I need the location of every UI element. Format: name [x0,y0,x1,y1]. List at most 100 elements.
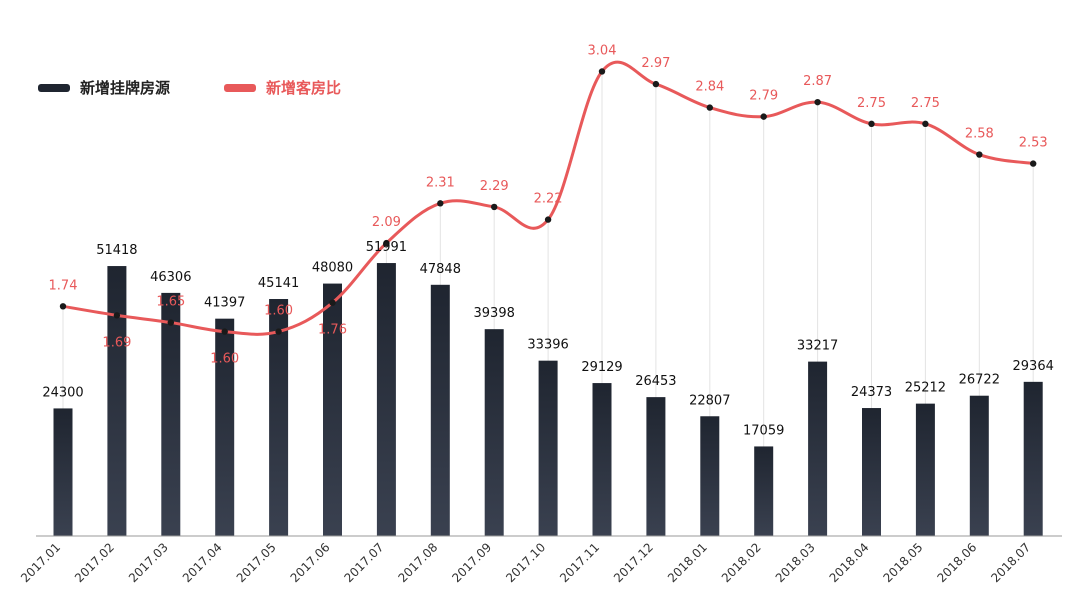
bar-value-label: 26722 [959,373,1000,388]
x-tick-label: 2017.11 [557,540,602,585]
ratio-point-2017.04[interactable] [221,328,228,335]
bar-value-label: 17059 [743,423,784,438]
ratio-point-2017.02[interactable] [113,312,121,319]
bar-2017.05[interactable] [269,299,289,536]
ratio-point-2018.07[interactable] [1030,160,1037,167]
bar-value-label: 41397 [204,296,245,311]
x-tick-label: 2017.06 [288,540,333,585]
bar-2017.06[interactable] [323,283,342,536]
bar-value-label: 24373 [851,385,892,400]
legend-item-listings[interactable]: 新增挂牌房源 [38,77,170,98]
x-tick-label: 2018.01 [665,540,710,585]
ratio-point-2017.05[interactable] [275,328,282,335]
bar-2018.05[interactable] [915,403,935,536]
ratio-point-2018.04[interactable] [868,120,875,128]
ratio-value-label: 2.29 [480,179,509,194]
x-tick-label: 2017.05 [234,540,279,585]
x-axis: 2017.01 2017.02 2017.03 2017.04 2017.05 2017.… [18,535,1062,585]
ratio-value-label: 3.04 [588,43,617,58]
bar-2017.03[interactable] [161,292,181,536]
x-tick-label: 2017.08 [395,540,440,585]
x-tick-label: 2018.02 [719,540,764,585]
bar-value-label: 39398 [474,306,515,321]
ratio-point-2017.03[interactable] [167,319,174,326]
ratio-value-label: 1.60 [210,352,239,367]
bar-value-label: 48080 [312,261,353,276]
ratio-point-2018.05[interactable] [922,120,929,128]
bar-2017.01[interactable] [53,408,73,536]
x-tick-label: 2018.05 [881,540,926,585]
bar-value-label: 29129 [581,360,622,375]
bar-2017.10[interactable] [538,360,558,536]
legend: 新增挂牌房源 新增客房比 [38,77,395,98]
ratio-point-2018.03[interactable] [814,98,821,106]
legend-item-ratio[interactable]: 新增客房比 [224,77,341,98]
bar-value-label: 26453 [635,374,676,389]
x-tick-label: 2018.07 [988,540,1033,585]
bar-2017.09[interactable] [484,329,504,536]
data-labels: 24300 51418 46306 41397 45141 48080 51991 47848… [42,43,1054,438]
bar-2018.03[interactable] [808,361,828,536]
x-tick-label: 2018.06 [934,540,979,585]
bar-series [53,263,1043,536]
ratio-value-label: 2.09 [372,215,401,230]
bar-value-label: 33396 [527,338,568,353]
bar-2018.06[interactable] [969,395,989,536]
bar-2018.02[interactable] [754,446,774,536]
x-tick-label: 2017.01 [18,540,63,585]
bar-2017.04[interactable] [215,318,235,536]
ratio-value-label: 2.87 [803,74,832,89]
x-tick-label: 2017.12 [611,540,656,585]
ratio-point-2017.07[interactable] [383,239,390,247]
bar-value-label: 25212 [905,381,946,396]
ratio-point-2017.06[interactable] [329,299,336,306]
bar-value-label: 47848 [420,262,461,277]
bar-2018.04[interactable] [862,408,881,536]
x-tick-label: 2017.02 [72,540,117,585]
x-tick-label: 2017.09 [449,540,494,585]
ratio-value-label: 2.75 [857,96,886,111]
ratio-line-series [59,60,1037,336]
x-tick-label: 2017.10 [503,540,548,585]
x-tick-label: 2017.03 [126,540,171,585]
bar-2017.07[interactable] [376,263,396,536]
bar-value-label: 51418 [96,243,137,258]
ratio-point-2018.06[interactable] [976,151,983,158]
ratio-point-2018.01[interactable] [706,104,713,111]
legend-swatch-ratio [224,83,257,92]
ratio-value-label: 2.84 [695,80,724,95]
legend-swatch-listings [38,83,70,92]
x-tick-label: 2017.04 [180,540,225,585]
ratio-value-label: 2.31 [426,175,455,190]
x-tick-label: 2018.03 [773,540,818,585]
legend-label-listings: 新增挂牌房源 [80,79,171,97]
bar-value-label: 22807 [689,393,730,408]
bar-2017.08[interactable] [430,284,450,536]
bar-2017.02[interactable] [107,266,127,536]
ratio-value-label: 2.79 [749,89,778,104]
ratio-point-2017.12[interactable] [652,80,660,88]
bar-value-label: 33217 [797,339,838,354]
bar-2017.12[interactable] [646,397,666,536]
ratio-value-label: 1.76 [318,323,347,338]
ratio-value-label: 2.53 [1019,136,1048,151]
ratio-value-label: 2.97 [641,56,670,71]
bar-value-label: 46306 [150,270,191,285]
ratio-value-label: 2.75 [911,96,940,111]
bar-2018.07[interactable] [1023,381,1043,536]
ratio-point-2017.11[interactable] [598,68,606,75]
ratio-point-2017.08[interactable] [437,200,444,207]
x-tick-label: 2018.04 [827,540,872,585]
ratio-point-2018.02[interactable] [760,113,767,120]
ratio-value-label: 1.65 [156,295,185,310]
bar-value-label: 45141 [258,276,299,291]
ratio-point-2017.10[interactable] [544,216,552,223]
ratio-value-label: 1.74 [49,278,78,293]
bar-value-label: 29364 [1013,359,1054,374]
ratio-point-2017.01[interactable] [59,303,67,310]
bar-2018.01[interactable] [700,416,720,536]
x-tick-label: 2017.07 [342,540,387,585]
bar-2017.11[interactable] [592,383,612,536]
ratio-point-2017.09[interactable] [491,203,498,211]
